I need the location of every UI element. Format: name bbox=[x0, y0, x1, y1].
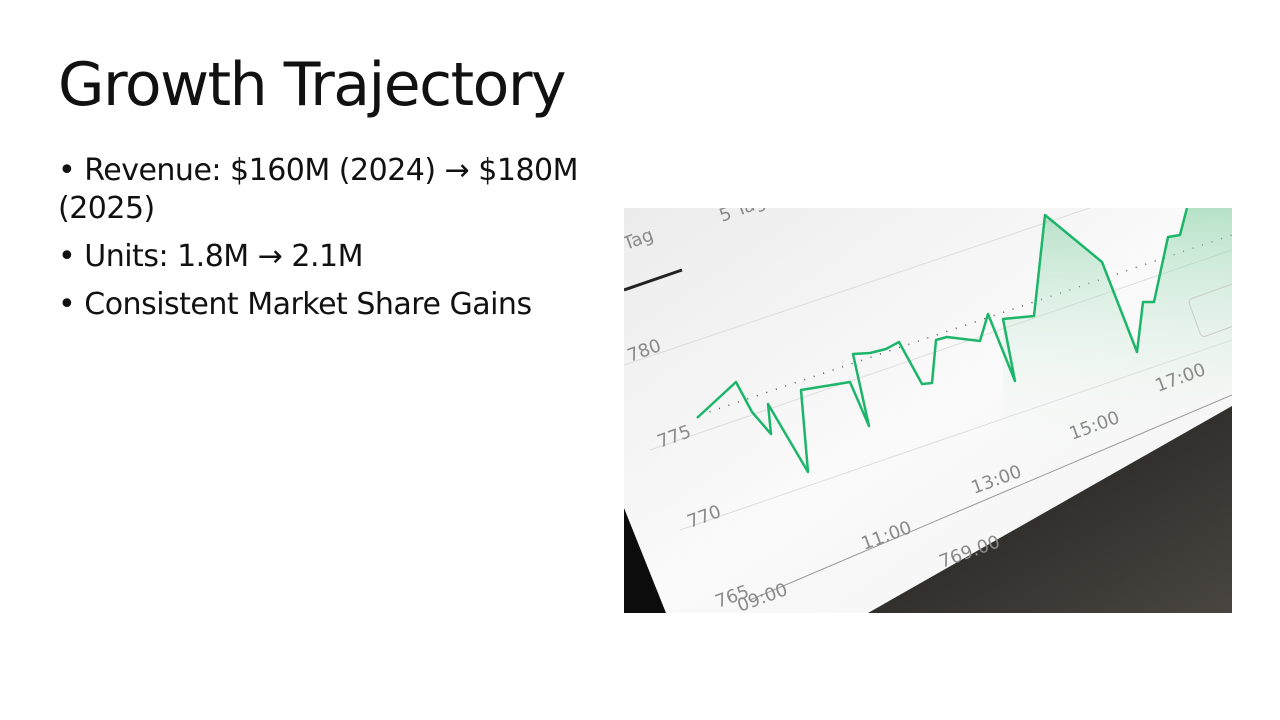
bullet-symbol: • bbox=[58, 287, 76, 322]
bullet-symbol: • bbox=[58, 239, 76, 274]
bullet: • Revenue: $160M (2024) → $180M (2025) bbox=[58, 152, 588, 228]
bullet-symbol: • bbox=[58, 153, 76, 188]
bullet-list: • Revenue: $160M (2024) → $180M (2025) • … bbox=[58, 152, 588, 334]
slide-title: Growth Trajectory bbox=[58, 50, 567, 120]
bullet-text: Revenue: $160M (2024) → $180M (2025) bbox=[58, 153, 579, 226]
bullet: • Consistent Market Share Gains bbox=[58, 286, 588, 324]
bullet-text: Consistent Market Share Gains bbox=[84, 287, 532, 322]
bullet-text: Units: 1.8M → 2.1M bbox=[84, 239, 363, 274]
bullet: • Units: 1.8M → 2.1M bbox=[58, 238, 588, 276]
